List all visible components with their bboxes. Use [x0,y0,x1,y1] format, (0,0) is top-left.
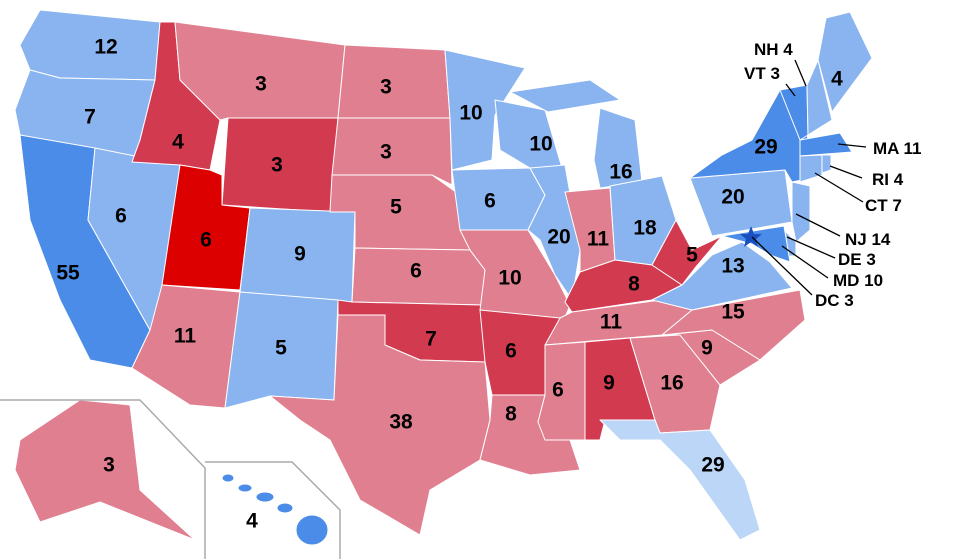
alaska-inset-border [0,399,206,559]
label-tn: 11 [600,311,623,334]
label-ok: 7 [425,328,437,351]
label-hi: 4 [246,510,258,533]
label-ga: 16 [660,372,683,395]
callout-ct: CT 7 [865,196,902,215]
label-wa: 12 [94,36,117,59]
label-tx: 38 [389,411,413,434]
callouts: NH 4 VT 3 MA 11 RI 4 CT 7 NJ 14 DE 3 MD … [744,40,922,310]
label-wy: 3 [271,154,283,177]
state-nj[interactable] [791,181,811,243]
label-nm: 5 [275,337,287,360]
label-id: 4 [172,131,184,154]
label-pa: 20 [721,186,744,209]
state-ri[interactable] [821,154,832,174]
state-ma[interactable] [799,132,853,157]
state-nh[interactable] [806,59,833,136]
label-oh: 18 [633,217,657,240]
callout-de: DE 3 [838,250,876,269]
label-wi: 10 [529,133,552,156]
state-ct[interactable] [799,154,823,183]
label-mi: 16 [609,161,632,184]
label-la: 8 [505,403,517,426]
label-ut: 6 [200,229,212,252]
label-ks: 6 [410,260,422,283]
states [14,9,873,546]
callout-dc: DC 3 [815,291,854,310]
label-ak: 3 [103,454,115,477]
state-nc[interactable] [661,289,806,361]
label-me: 4 [831,68,843,91]
label-co: 9 [294,243,306,266]
label-az: 11 [174,325,197,348]
callout-md: MD 10 [833,271,883,290]
state-ak[interactable] [14,399,196,541]
label-nd: 3 [380,76,392,99]
state-hi[interactable] [221,473,329,546]
callout-nh: NH 4 [754,40,793,59]
state-nd[interactable] [337,44,451,119]
hawaii-inset-border [205,461,341,559]
state-mi[interactable] [509,79,621,113]
label-ca: 55 [56,262,80,285]
label-or: 7 [84,106,96,129]
label-ia: 6 [484,190,496,213]
label-ky: 8 [628,273,640,296]
label-mt: 3 [255,73,267,96]
label-sc: 9 [701,337,713,360]
label-va: 13 [721,255,744,278]
callout-vt: VT 3 [744,64,780,83]
label-ms: 6 [552,379,564,402]
state-mn[interactable] [444,49,526,171]
state-va[interactable] [651,241,793,311]
state-fl[interactable] [599,419,761,541]
label-nc: 15 [721,301,745,324]
state-wa[interactable] [19,9,161,81]
label-il: 20 [547,226,570,249]
label-ar: 6 [505,340,517,363]
callout-nj: NJ 14 [845,230,891,249]
label-nv: 6 [115,205,127,228]
label-al: 9 [603,372,615,395]
state-ia[interactable] [451,167,546,231]
label-ny: 29 [754,136,777,159]
label-mn: 10 [459,102,482,125]
label-wv: 5 [686,244,698,267]
label-ne: 5 [390,196,402,219]
callout-ma: MA 11 [873,139,922,158]
state-sd[interactable] [331,117,453,186]
state-tx[interactable] [269,314,491,536]
label-mo: 10 [498,267,521,290]
callout-ri: RI 4 [872,170,904,189]
state-me[interactable] [817,11,873,113]
state-labels: 12 7 55 6 4 3 3 6 9 11 5 3 3 5 6 7 38 10… [56,36,843,533]
label-fl: 29 [701,454,724,477]
label-sd: 3 [380,141,392,164]
label-in: 11 [587,228,610,251]
